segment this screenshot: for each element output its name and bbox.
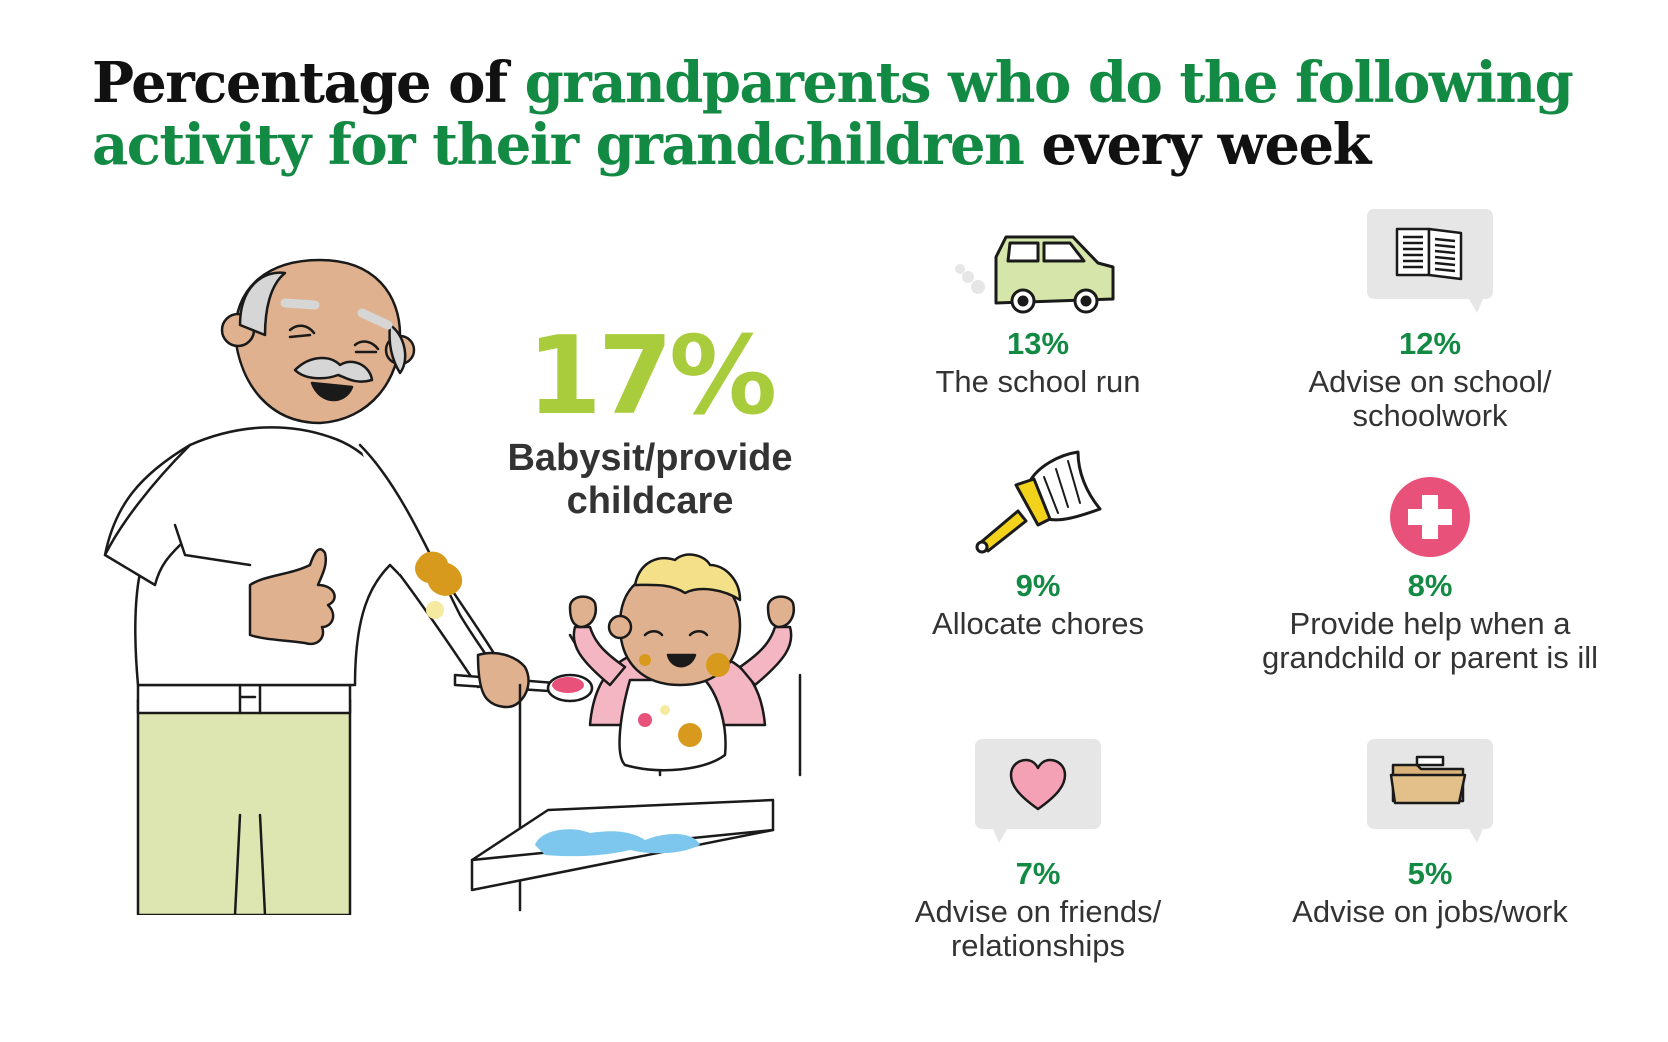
grandfather-feeding-baby-illustration <box>100 255 860 920</box>
stat-label: The school run <box>935 364 1141 399</box>
folder-speech-bubble-icon <box>1230 735 1630 847</box>
stat-percent: 5% <box>1407 856 1453 891</box>
headline-stat: 17% Babysit/provide childcare <box>480 322 820 523</box>
stat-label: Advise on friends/ relationships <box>914 894 1162 963</box>
headline-percent: 17% <box>526 314 778 439</box>
stat-label: Allocate chores <box>932 606 1144 641</box>
stat-advise-school: 12% Advise on school/ schoolwork <box>1230 205 1630 433</box>
stat-percent: 9% <box>1015 568 1061 603</box>
stat-percent: 8% <box>1407 568 1453 603</box>
car-icon <box>838 205 1238 317</box>
broom-icon <box>838 447 1238 559</box>
stat-advise-jobs: 5% Advise on jobs/work <box>1230 735 1630 929</box>
stat-advise-relationships: 7% Advise on friends/ relationships <box>838 735 1238 963</box>
stat-allocate-chores: 9% Allocate chores <box>838 447 1238 641</box>
book-speech-bubble-icon <box>1230 205 1630 317</box>
stat-school-run: 13% The school run <box>838 205 1238 399</box>
title-part-3: every week <box>1023 112 1371 178</box>
stat-label: Advise on school/ schoolwork <box>1308 364 1552 433</box>
headline-label: Babysit/provide childcare <box>507 437 793 522</box>
medical-cross-icon <box>1230 447 1630 559</box>
page-title: Percentage of grandparents who do the fo… <box>92 52 1612 176</box>
title-part-2: grandparents who do the following activi… <box>92 50 1574 178</box>
heart-speech-bubble-icon <box>838 735 1238 847</box>
stat-percent: 13% <box>1006 326 1070 361</box>
stat-help-when-ill: 8% Provide help when a grandchild or par… <box>1230 447 1630 675</box>
stat-percent: 12% <box>1398 326 1462 361</box>
title-part-1: Percentage of <box>92 50 525 116</box>
stat-label: Advise on jobs/work <box>1292 894 1568 929</box>
stat-label: Provide help when a grandchild or parent… <box>1261 606 1598 675</box>
stat-percent: 7% <box>1015 856 1061 891</box>
